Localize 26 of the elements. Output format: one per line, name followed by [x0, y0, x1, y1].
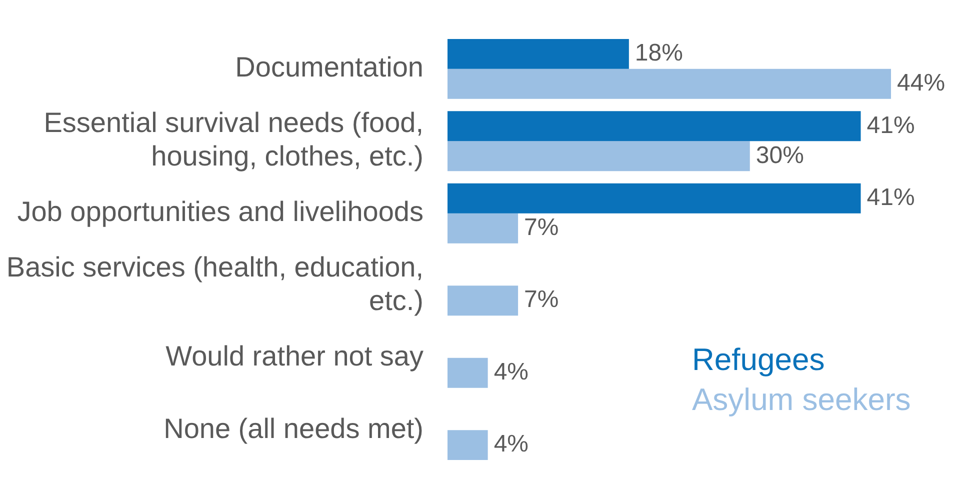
y-tick-label: None (all needs met)	[164, 412, 424, 444]
data-label: 30%	[756, 142, 804, 169]
text: Asylum seekers	[692, 381, 911, 419]
bar	[448, 111, 861, 142]
y-tick-label: Job opportunities and livelihoods	[17, 196, 424, 228]
data-label: 18%	[634, 40, 683, 67]
y-tick-label: Would rather not say	[166, 340, 424, 372]
bar	[448, 68, 891, 99]
data-label: 41%	[866, 184, 915, 212]
y-tick-label: Basic services (health, education, etc.)	[6, 252, 424, 316]
bar	[448, 141, 750, 172]
bar	[448, 213, 518, 244]
bar	[448, 183, 861, 214]
data-label: 4%	[494, 430, 529, 458]
bar	[448, 286, 518, 316]
data-label: 7%	[524, 214, 559, 241]
text: Refugees	[692, 341, 826, 379]
data-label: 4%	[494, 358, 529, 386]
data-label: 44%	[897, 70, 946, 97]
bar	[448, 430, 488, 460]
bar	[448, 38, 629, 69]
bar	[448, 358, 488, 388]
data-label: 41%	[866, 112, 915, 139]
y-tick-label: Essential survival needs (food, housing, clothes, etc.)	[44, 107, 424, 172]
data-label: 7%	[524, 286, 559, 314]
y-tick-label: Documentation	[235, 52, 424, 83]
